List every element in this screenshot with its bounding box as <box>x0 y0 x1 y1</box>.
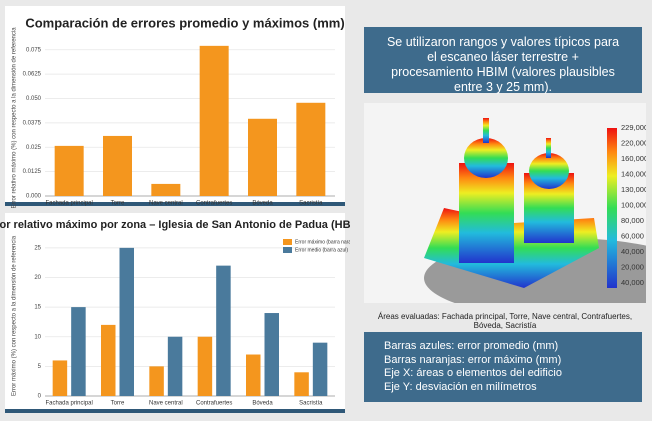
colorbar-label: 60,000 <box>621 231 644 240</box>
y-tick-label: 0.0625 <box>23 72 42 78</box>
legend-line: Barras naranjas: error máximo (mm) <box>384 353 562 366</box>
y-tick-label: 0.0125 <box>23 169 42 175</box>
colorbar-label: 140,000 <box>621 169 646 178</box>
y-tick-label: 0.0375 <box>23 120 42 126</box>
chart-title: Comparación de errores promedio y máximo… <box>25 15 344 30</box>
chart-title: Error relativo máximo por zona – Iglesia… <box>0 219 350 231</box>
bar <box>197 336 213 396</box>
colorbar-labels: 229,000 220,000 160,000 140,000 130,000 100,0… <box>621 123 646 287</box>
charts: Comparación de errores promedio y máximo… <box>0 6 350 413</box>
x-tick-label: Torre <box>111 201 125 207</box>
bar <box>167 336 183 396</box>
x-tick-label: Nave central <box>149 401 183 407</box>
bar <box>54 145 84 196</box>
y-axis-label: Error máximo (%) con respecto a la dimen… <box>12 235 18 396</box>
bar <box>248 118 277 196</box>
bar <box>151 183 181 196</box>
y-tick-label: 15 <box>34 305 41 311</box>
bar <box>52 360 68 396</box>
legend-line: Eje Y: desviación en milímetros <box>384 380 537 393</box>
colorbar-label: 40,000 <box>621 278 644 287</box>
bar <box>294 372 309 396</box>
colorbar-label: 130,000 <box>621 185 646 194</box>
bar <box>103 135 132 196</box>
caption: Áreas evaluadas: Fachada principal, Torr… <box>377 312 633 330</box>
model-image: 229,000 220,000 160,000 140,000 130,000 100,0… <box>364 103 646 303</box>
y-tick-label: 0.025 <box>26 145 42 151</box>
x-tick-label: Nave central <box>149 201 183 207</box>
x-tick-label: Bóveda <box>252 401 273 407</box>
y-axis-label: Error relativo máximo (%) con respecto a… <box>12 27 18 209</box>
bar <box>199 45 229 196</box>
colorbar-label: 100,000 <box>621 200 646 209</box>
x-tick-label: Contrafuertes <box>196 401 232 407</box>
x-tick-label: Bóveda <box>252 201 273 207</box>
colorbar <box>607 128 617 288</box>
building <box>424 118 599 288</box>
colorbar-label: 80,000 <box>621 216 644 225</box>
y-tick-label: 0.000 <box>26 194 42 200</box>
legend-label: Error máximo (barra naranja) <box>295 239 350 245</box>
legend-box: Barras azules: error promedio (mm) Barras… <box>364 332 642 402</box>
colorbar-label: 20,000 <box>621 262 644 271</box>
colorbar-label: 40,000 <box>621 247 644 256</box>
panel-border <box>5 409 345 413</box>
y-tick-label: 20 <box>34 275 41 281</box>
x-tick-label: Fachada principal <box>45 401 92 407</box>
colorbar-label: 220,000 <box>621 138 646 147</box>
colorbar-label: 229,000 <box>621 123 646 132</box>
colorbar-label: 160,000 <box>621 154 646 163</box>
bar <box>264 313 279 396</box>
y-tick-label: 0.075 <box>26 47 42 53</box>
legend-label: Error medio (barra azul) <box>295 247 348 253</box>
bar <box>216 265 231 396</box>
x-tick-label: Sacristía <box>299 401 323 407</box>
legend-swatch <box>283 239 292 245</box>
panel-border <box>5 202 345 206</box>
bar <box>71 307 86 396</box>
bar <box>149 366 164 396</box>
x-tick-label: Fachada principal <box>45 201 92 207</box>
x-tick-label: Contrafuertes <box>196 201 232 207</box>
x-tick-label: Torre <box>111 401 125 407</box>
legend-swatch <box>283 247 292 253</box>
bar <box>296 102 326 196</box>
bar <box>119 247 134 396</box>
x-tick-label: Sacristía <box>299 201 323 207</box>
bar <box>246 354 261 396</box>
legend-line: Barras azules: error promedio (mm) <box>384 340 559 352</box>
legend-line: Eje X: áreas o elementos del edificio <box>384 367 562 379</box>
bar <box>101 324 116 396</box>
note-box: Se utilizaron rangos y valores típicos p… <box>364 27 642 94</box>
bar <box>312 342 328 396</box>
y-tick-label: 10 <box>34 334 41 340</box>
y-tick-label: 0.050 <box>26 96 42 102</box>
y-tick-label: 0 <box>38 394 42 400</box>
y-tick-label: 25 <box>34 245 41 251</box>
y-tick-label: 5 <box>38 364 42 370</box>
